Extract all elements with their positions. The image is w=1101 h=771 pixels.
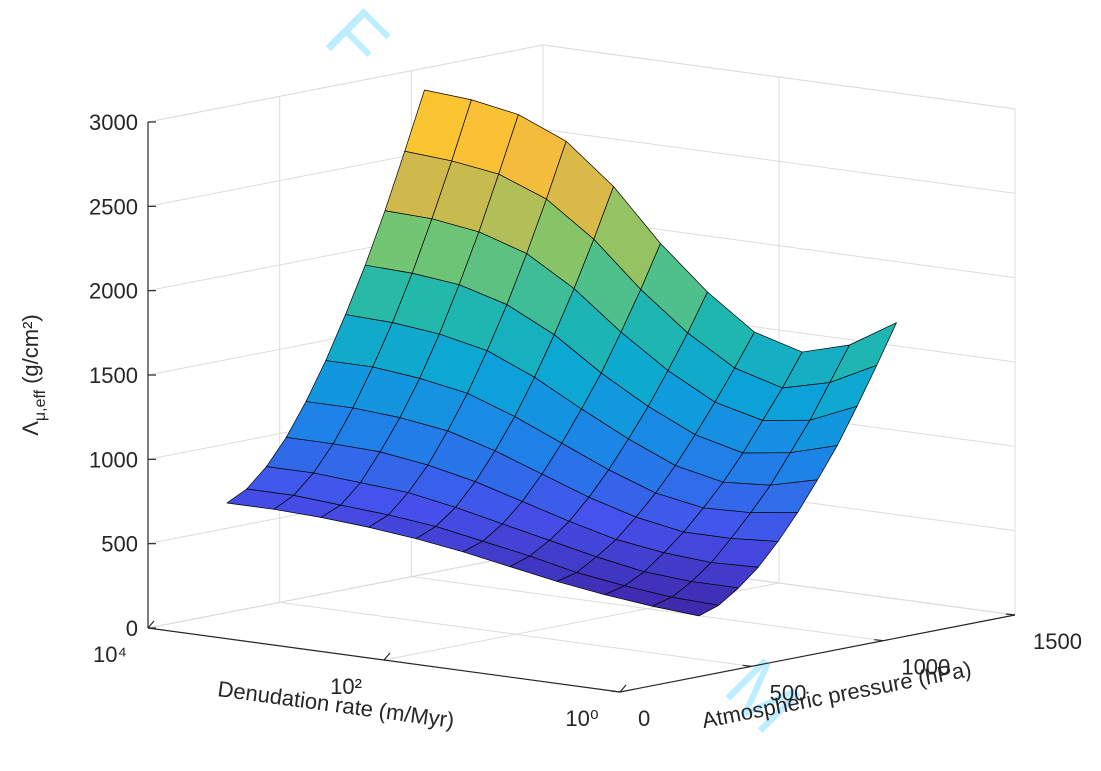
surface-cell [651, 596, 720, 617]
z-label-subscript: μ,eff [32, 389, 49, 421]
grid-line [279, 601, 752, 667]
tick-mark [619, 684, 627, 693]
watermark: F [309, 0, 405, 87]
x-tick-label: 10⁴ [93, 642, 127, 667]
tick-mark [383, 652, 391, 661]
z-label-symbol: Λ [18, 421, 43, 436]
y-tick-label: 1500 [1033, 629, 1082, 654]
z-tick-label: 2500 [89, 194, 138, 219]
z-tick-label: 2000 [89, 279, 138, 304]
z-tick-label: 3000 [89, 110, 138, 135]
z-tick-label: 1000 [89, 447, 138, 472]
x-tick-label: 10² [330, 674, 362, 699]
z-tick-label: 1500 [89, 363, 138, 388]
tick-mark [147, 620, 155, 629]
y-tick-label: 0 [638, 706, 650, 731]
y-tick-label: 500 [770, 680, 807, 705]
grid-line [147, 550, 544, 629]
grid-line [411, 576, 884, 642]
y-tick-label: 1000 [901, 655, 950, 680]
y-axis-line [619, 614, 1016, 693]
z-tick-label: 0 [126, 616, 138, 641]
grid-line [147, 44, 544, 123]
surface [226, 89, 897, 617]
z-tick-label: 500 [101, 532, 138, 557]
z-label-unit: (g/cm²) [18, 314, 43, 384]
axes-layer: 05001000150020002500300010⁰10²10⁴0500100… [89, 110, 1082, 731]
z-axis-label: Λμ,eff (g/cm²) [18, 314, 49, 436]
x-axis-line [147, 627, 621, 693]
x-tick-label: 10⁰ [565, 706, 598, 731]
